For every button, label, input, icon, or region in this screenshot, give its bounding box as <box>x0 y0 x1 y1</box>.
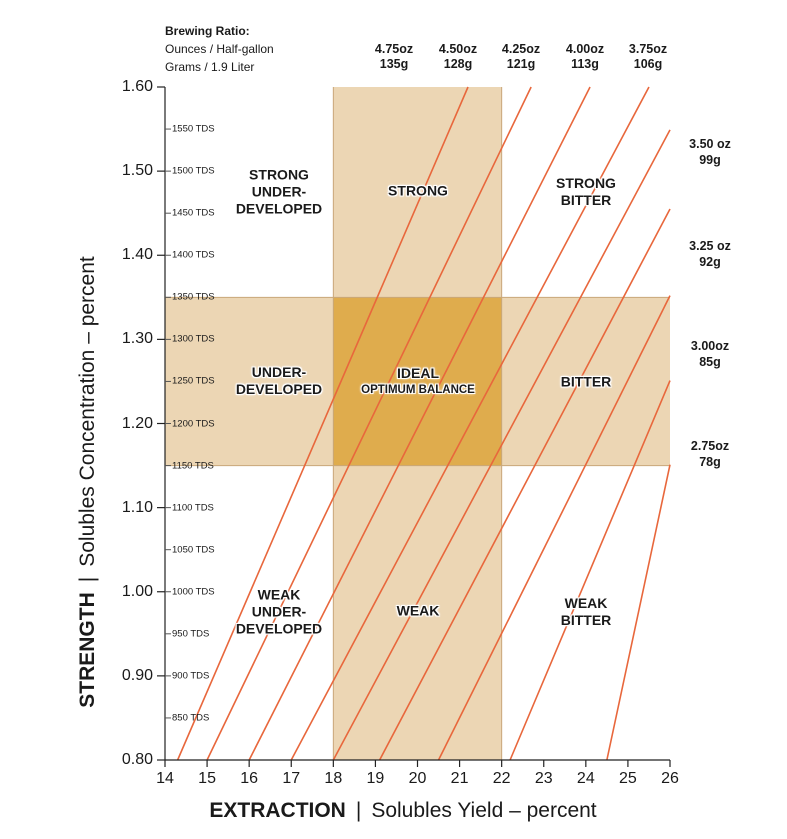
ratio-line-0 <box>176 86 469 761</box>
ratio-right-0: 3.50 oz 99g <box>689 137 731 167</box>
brewing-ratio-title: Brewing Ratio: <box>165 24 250 38</box>
y-tick-label-7: 1.50 <box>121 162 153 180</box>
x-tick-label-3: 17 <box>282 770 301 787</box>
x-tick-label-10: 24 <box>576 770 595 787</box>
ratio-line-8 <box>606 464 671 761</box>
ratio-line-2 <box>248 86 591 761</box>
region-weak-underdeveloped: WEAK UNDER- DEVELOPED <box>235 586 323 637</box>
region-strong: STRONG <box>388 182 448 199</box>
ratio-top-1: 4.50oz 128g <box>438 42 478 71</box>
ratio-top-0: 4.75oz 135g <box>374 42 414 71</box>
tds-label-8: 1150 TDS <box>172 460 214 472</box>
ratio-right-3: 2.75oz 78g <box>690 439 730 469</box>
tds-label-7: 1200 TDS <box>172 418 215 429</box>
y-tick-label-5: 1.30 <box>121 330 153 348</box>
region-weak: WEAK <box>396 602 440 619</box>
x-tick-label-1: 15 <box>198 770 216 787</box>
ratio-line-6 <box>437 295 671 761</box>
tds-label-3: 1400 TDS <box>172 249 215 261</box>
tds-label-0: 1550 TDS <box>172 123 215 135</box>
x-tick-label-8: 22 <box>492 770 511 787</box>
y-tick-label-8: 1.60 <box>121 78 153 95</box>
y-tick-label-0: 0.80 <box>121 751 153 768</box>
x-tick-label-2: 16 <box>240 770 259 787</box>
ideal-zone <box>333 297 502 466</box>
ratio-line-1 <box>206 86 532 761</box>
y-tick-label-6: 1.40 <box>121 246 153 264</box>
tds-label-2: 1450 TDS <box>172 207 215 219</box>
x-tick-label-7: 21 <box>450 770 469 787</box>
tds-label-6: 1250 TDS <box>172 375 215 387</box>
region-weak-bitter: WEAK BITTER <box>560 595 612 628</box>
tds-label-14: 850 TDS <box>172 712 210 724</box>
x-axis-title: EXTRACTION | Solubles Yield – percent <box>209 799 597 822</box>
ratio-line-7 <box>509 380 671 761</box>
x-tick-label-11: 25 <box>619 770 637 787</box>
ratio-top-2: 4.25oz 121g <box>501 42 541 71</box>
x-tick-label-6: 20 <box>408 770 427 787</box>
x-tick-label-0: 14 <box>156 770 174 787</box>
x-tick-label-9: 23 <box>534 770 553 787</box>
tds-label-9: 1100 TDS <box>172 502 214 514</box>
ounces-label: Ounces / Half-gallon <box>165 42 274 56</box>
tds-label-4: 1350 TDS <box>172 291 215 303</box>
tds-label-10: 1050 TDS <box>172 544 215 556</box>
x-tick-label-4: 18 <box>324 770 343 787</box>
ratio-line-4 <box>332 129 671 761</box>
ratio-right-1: 3.25 oz 92g <box>689 239 731 269</box>
y-tick-label-3: 1.10 <box>121 498 153 516</box>
grams-label: Grams / 1.9 Liter <box>165 60 255 74</box>
ratio-top-3: 4.00oz 113g <box>565 42 605 71</box>
tds-label-5: 1300 TDS <box>172 333 215 345</box>
x-tick-label-12: 26 <box>661 770 679 787</box>
region-ideal: IDEAL OPTIMUM BALANCE <box>361 365 475 399</box>
ratio-right-2: 3.00oz 85g <box>690 339 730 369</box>
y-tick-label-2: 1.00 <box>121 582 153 600</box>
ratio-line-3 <box>290 86 650 761</box>
optimum-balance-label: OPTIMUM BALANCE <box>361 384 475 396</box>
y-tick-label-1: 0.90 <box>121 666 153 684</box>
y-tick-label-4: 1.20 <box>121 414 153 432</box>
tds-label-13: 900 TDS <box>172 670 210 682</box>
ratio-top-4: 3.75oz 106g <box>628 42 668 71</box>
ratio-line-5 <box>378 208 671 761</box>
region-underdeveloped: UNDER- DEVELOPED <box>235 364 323 397</box>
tds-label-12: 950 TDS <box>172 628 210 640</box>
region-strong-bitter: STRONG BITTER <box>556 175 616 208</box>
tds-label-1: 1500 TDS <box>172 165 215 177</box>
y-axis-title: STRENGTH|Solubles Concentration – percen… <box>76 256 99 708</box>
region-bitter: BITTER <box>560 373 612 390</box>
region-strong-underdeveloped: STRONG UNDER- DEVELOPED <box>235 166 323 217</box>
tds-label-11: 1000 TDS <box>172 586 215 598</box>
x-tick-label-5: 19 <box>366 770 385 787</box>
